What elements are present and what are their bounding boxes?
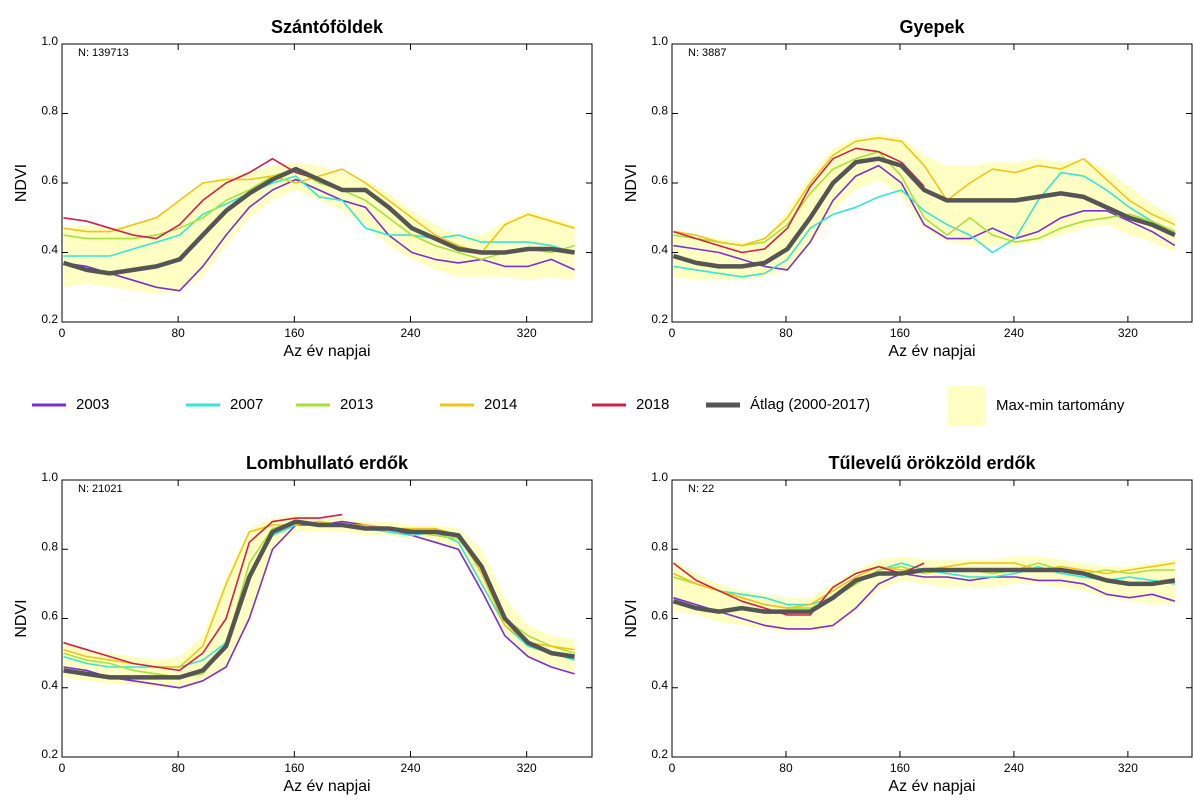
y-axis-label: NDVI bbox=[623, 599, 640, 637]
y-tick-label: 1.0 bbox=[41, 470, 58, 484]
x-tick-label: 240 bbox=[1004, 326, 1024, 340]
max-min-band bbox=[63, 514, 575, 688]
x-tick-label: 240 bbox=[400, 326, 420, 340]
series-line bbox=[63, 168, 575, 261]
legend-label: 2018 bbox=[636, 396, 669, 413]
x-tick-label: 0 bbox=[59, 326, 66, 340]
y-tick-label: 0.6 bbox=[651, 173, 668, 187]
y-tick-label: 0.2 bbox=[41, 747, 58, 761]
series-line bbox=[673, 572, 1176, 630]
legend-swatch bbox=[948, 386, 986, 426]
x-tick-label: 320 bbox=[1118, 326, 1138, 340]
series-line bbox=[673, 171, 1176, 278]
series-line bbox=[672, 562, 925, 616]
legend-label: 2013 bbox=[340, 396, 373, 413]
x-tick-label: 240 bbox=[400, 761, 420, 775]
chart-title: Gyepek bbox=[899, 17, 965, 37]
x-tick-label: 160 bbox=[284, 761, 304, 775]
series-line bbox=[672, 156, 1176, 269]
x-tick-label: 160 bbox=[890, 761, 910, 775]
y-tick-label: 0.6 bbox=[651, 609, 668, 623]
legend-label: 2007 bbox=[230, 396, 263, 413]
annotation: N: 3887 bbox=[688, 47, 727, 59]
y-tick-label: 0.2 bbox=[651, 747, 668, 761]
x-tick-label: 0 bbox=[669, 761, 676, 775]
x-tick-label: 80 bbox=[779, 761, 793, 775]
series-line bbox=[673, 147, 925, 254]
chart-title: Tűlevelű örökzöld erdők bbox=[828, 453, 1036, 473]
y-tick-label: 0.8 bbox=[41, 539, 58, 553]
series-line bbox=[63, 513, 343, 672]
x-axis-label: Az év napjai bbox=[283, 778, 370, 795]
x-axis-label: Az év napjai bbox=[888, 778, 975, 795]
y-tick-label: 0.4 bbox=[651, 243, 668, 257]
x-tick-label: 320 bbox=[1118, 761, 1138, 775]
y-tick-label: 0.8 bbox=[651, 104, 668, 118]
x-tick-label: 0 bbox=[59, 761, 66, 775]
y-axis-label: NDVI bbox=[13, 599, 30, 637]
y-tick-label: 0.2 bbox=[41, 312, 58, 326]
y-tick-label: 0.8 bbox=[41, 104, 58, 118]
series-line bbox=[673, 137, 1176, 247]
y-tick-label: 0.4 bbox=[41, 243, 58, 257]
y-tick-label: 1.0 bbox=[651, 470, 668, 484]
x-tick-label: 80 bbox=[779, 326, 793, 340]
x-tick-label: 80 bbox=[171, 326, 185, 340]
y-tick-label: 0.4 bbox=[41, 678, 58, 692]
y-axis-label: NDVI bbox=[13, 164, 30, 202]
x-axis-label: Az év napjai bbox=[888, 343, 975, 360]
y-tick-label: 0.6 bbox=[41, 173, 58, 187]
annotation: N: 139713 bbox=[78, 47, 129, 59]
x-tick-label: 320 bbox=[517, 326, 537, 340]
annotation: N: 22 bbox=[688, 483, 714, 495]
y-tick-label: 0.4 bbox=[651, 678, 668, 692]
y-tick-label: 1.0 bbox=[41, 34, 58, 48]
x-axis-label: Az év napjai bbox=[283, 343, 370, 360]
chart-title: Lombhullató erdők bbox=[246, 453, 409, 473]
y-tick-label: 1.0 bbox=[651, 34, 668, 48]
y-tick-label: 0.6 bbox=[41, 609, 58, 623]
x-tick-label: 160 bbox=[284, 326, 304, 340]
legend-label: 2003 bbox=[76, 396, 109, 413]
series-line bbox=[672, 567, 1176, 614]
panel: 0.2 0.4 0.6 0.8 1.0 0 80 160 240 320 Szántóföldek N… bbox=[13, 17, 593, 360]
chart-title: Szántóföldek bbox=[271, 17, 384, 37]
legend-label: Átlag (2000-2017) bbox=[750, 396, 870, 413]
annotation: N: 21021 bbox=[78, 483, 123, 495]
legend-label: Max-min tartomány bbox=[996, 397, 1125, 414]
x-tick-label: 320 bbox=[517, 761, 537, 775]
series-line bbox=[63, 519, 575, 680]
y-tick-label: 0.8 bbox=[651, 539, 668, 553]
panel: 0.2 0.4 0.6 0.8 1.0 0 80 160 240 320 Gyepek N: 3887… bbox=[623, 17, 1193, 360]
series-line bbox=[62, 166, 575, 276]
panel: 0.2 0.4 0.6 0.8 1.0 0 80 160 240 320 Lombhullató e… bbox=[13, 453, 593, 795]
series-line bbox=[63, 178, 575, 292]
series-line bbox=[673, 150, 1176, 247]
x-tick-label: 0 bbox=[669, 326, 676, 340]
series-line bbox=[63, 168, 575, 254]
y-axis-label: NDVI bbox=[623, 164, 640, 202]
max-min-band bbox=[673, 134, 1175, 281]
series-line bbox=[63, 157, 320, 240]
legend-label: 2014 bbox=[484, 396, 517, 413]
x-tick-label: 160 bbox=[890, 326, 910, 340]
x-tick-label: 240 bbox=[1004, 761, 1024, 775]
panel: 0.2 0.4 0.6 0.8 1.0 0 80 160 240 320 Tűlevelű örök… bbox=[623, 453, 1193, 795]
max-min-band bbox=[63, 162, 575, 295]
y-tick-label: 0.2 bbox=[651, 312, 668, 326]
x-tick-label: 80 bbox=[171, 761, 185, 775]
